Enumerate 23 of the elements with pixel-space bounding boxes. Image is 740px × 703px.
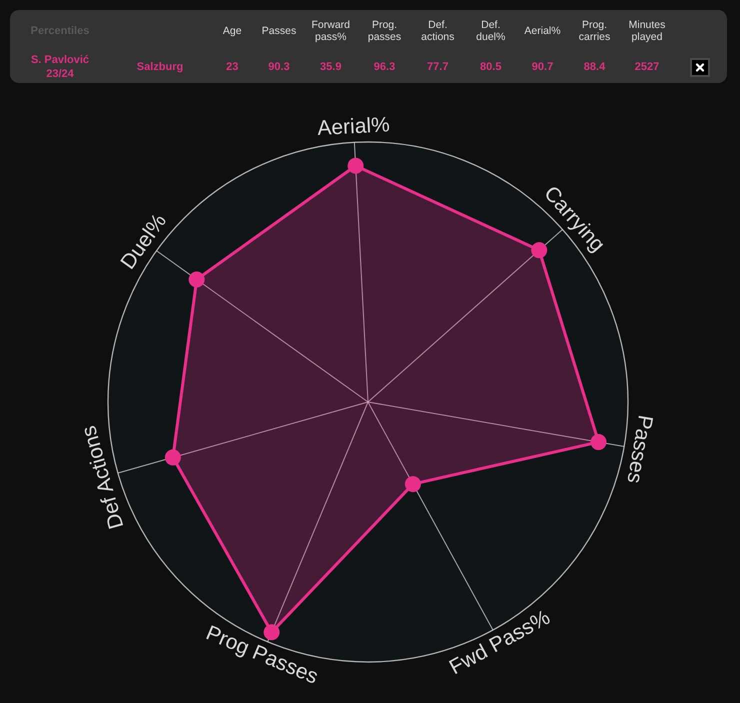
category-label: Age [222, 24, 243, 39]
data-label: 90.3 [267, 60, 291, 75]
category-label: Aerial% [523, 24, 562, 39]
data-label: 23 [225, 60, 240, 75]
data-label: 35.9 [319, 60, 342, 75]
data-label: 80.5 [479, 60, 502, 75]
category-label: Minutes played [628, 18, 666, 45]
data-label: 2527 [634, 60, 660, 75]
data-label: 77.7 [426, 60, 450, 75]
spoke-label: Passes [622, 413, 657, 486]
category-label: Forward pass% [310, 18, 351, 45]
category-label: Passes [260, 24, 298, 39]
data-label: 90.7 [530, 60, 554, 75]
category-label: Prog. carries [578, 18, 612, 45]
text: Salzburg [136, 60, 184, 75]
series-label: S. Pavlović 23/24 [30, 53, 90, 82]
category-label: Prog. passes [366, 18, 402, 45]
category-label: Def. duel% [475, 18, 506, 45]
spoke-label: Def Actions [77, 423, 128, 532]
data-label: 88.4 [582, 60, 606, 75]
data-label: 96.3 [372, 60, 396, 75]
spoke-label: Aerial% [316, 113, 390, 140]
category-label: Def. actions [420, 18, 456, 45]
